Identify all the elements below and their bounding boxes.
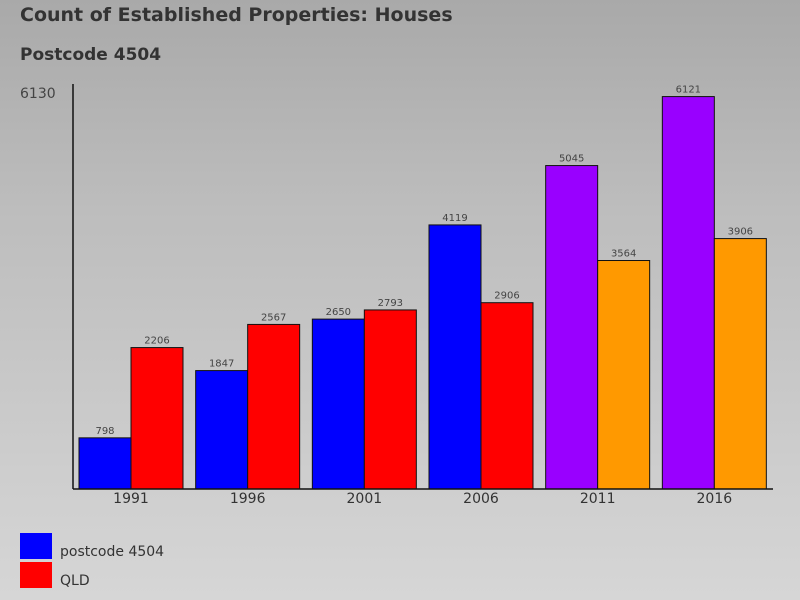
legend-label-postcode: postcode 4504 [60, 544, 165, 560]
y-axis-max-label: 6130 [20, 86, 56, 102]
value-label-qld-1996: 2567 [261, 312, 286, 323]
bar-qld-2011 [597, 260, 651, 490]
x-tick-label-1996: 1996 [230, 491, 266, 507]
bar-qld-2016 [713, 238, 767, 490]
bar-postcode-1991 [78, 437, 132, 490]
bar-qld-1991 [130, 347, 184, 490]
legend-item-postcode: postcode 4504 [20, 532, 164, 560]
bar-postcode-1996 [195, 370, 249, 490]
x-tick-label-2016: 2016 [697, 491, 733, 507]
value-label-postcode-2011: 5045 [559, 154, 584, 165]
bar-qld-1996 [247, 323, 301, 490]
bar-postcode-2011 [545, 165, 599, 490]
value-label-qld-2016: 3906 [728, 227, 753, 238]
value-label-qld-1991: 2206 [144, 336, 169, 347]
bar-postcode-2001 [311, 318, 365, 490]
value-label-qld-2001: 2793 [378, 298, 403, 309]
value-label-postcode-2016: 6121 [676, 85, 701, 96]
legend-item-qld: QLD [20, 561, 90, 589]
value-label-qld-2006: 2906 [494, 291, 519, 302]
x-tick-label-2006: 2006 [463, 491, 499, 507]
bar-postcode-2016 [661, 96, 715, 490]
legend-swatch-qld [20, 562, 52, 588]
x-tick-label-1991: 1991 [113, 491, 149, 507]
legend-label-qld: QLD [60, 573, 90, 589]
x-tick-label-2011: 2011 [580, 491, 616, 507]
bar-postcode-2006 [428, 224, 482, 490]
chart-subtitle: Postcode 4504 [20, 45, 162, 65]
bar-qld-2006 [480, 302, 534, 490]
value-label-postcode-2006: 4119 [442, 213, 467, 224]
legend-swatch-postcode [20, 533, 52, 559]
bar-qld-2001 [363, 309, 417, 490]
value-label-postcode-2001: 2650 [326, 307, 351, 318]
chart-title: Count of Established Properties: Houses [20, 4, 453, 26]
value-label-qld-2011: 3564 [611, 249, 636, 260]
value-label-postcode-1991: 798 [95, 426, 114, 437]
value-label-postcode-1996: 1847 [209, 359, 234, 370]
x-tick-label-2001: 2001 [347, 491, 383, 507]
